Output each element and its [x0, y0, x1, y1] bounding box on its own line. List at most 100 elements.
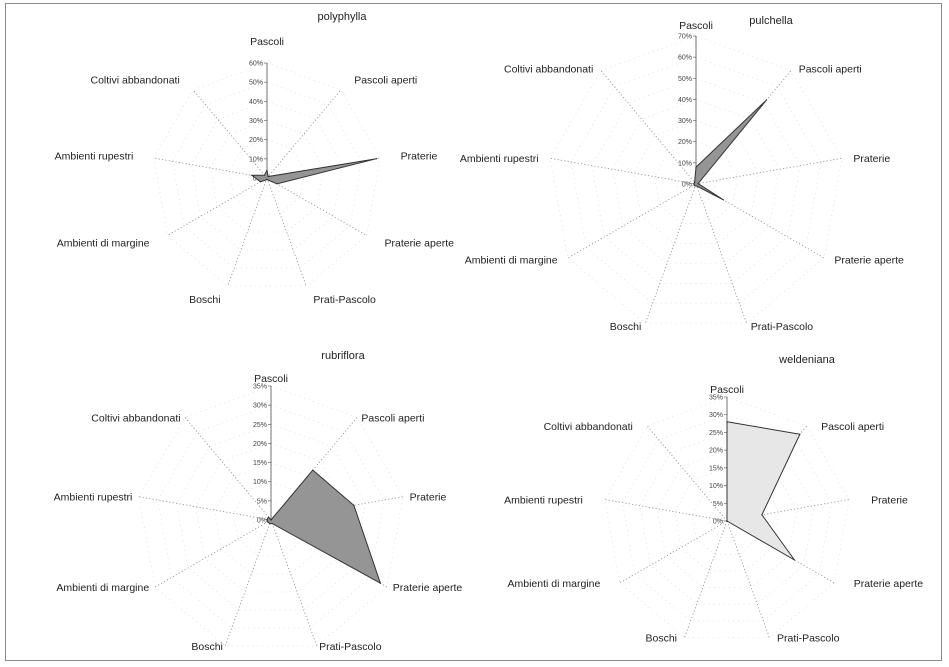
- category-label-boschi: Boschi: [191, 641, 223, 653]
- axis-spoke: [138, 496, 272, 521]
- category-label-coltivi-abbandonati: Coltivi abbandonati: [504, 63, 593, 75]
- category-label-praterie: Praterie: [401, 151, 438, 163]
- tick-label: 5%: [713, 501, 723, 508]
- data-point-coltivi-abbandonati: [267, 516, 270, 518]
- axis-spoke: [266, 177, 367, 236]
- axis-spoke: [266, 89, 342, 179]
- series-area: [693, 99, 768, 201]
- figure-frame: polyphylla 0% 10% 20% 30% 40% 50% 60% Pascoli Pas…: [5, 3, 942, 661]
- grid-ring: [639, 432, 815, 605]
- grid-ring: [191, 100, 343, 251]
- category-label-pascoli: Pascoli: [254, 373, 288, 385]
- tick-label: 15%: [253, 460, 267, 467]
- axis-spoke: [192, 89, 268, 179]
- category-label-ambienti-di-margine: Ambienti di margine: [465, 255, 558, 267]
- tick-label: 35%: [709, 395, 723, 402]
- category-label-pascoli-aperti: Pascoli aperti: [799, 63, 862, 75]
- data-point-ambienti-di-margine: [259, 181, 261, 183]
- series-area: [250, 158, 377, 185]
- category-label-ambienti-rupestri: Ambienti rupestri: [504, 495, 583, 507]
- axis-spoke: [154, 519, 272, 588]
- grid-ring: [591, 77, 801, 284]
- data-point-pascoli: [726, 421, 728, 423]
- category-label-prati-pascolo: Prati-Pascolo: [751, 321, 814, 333]
- tick-label: 20%: [249, 137, 263, 144]
- tick-label: 30%: [678, 118, 692, 125]
- category-label-ambienti-di-margine: Ambienti di margine: [56, 582, 149, 594]
- axis-spoke: [567, 183, 697, 259]
- axis-spoke: [695, 157, 842, 185]
- axis-spoke: [695, 183, 747, 324]
- category-label-praterie-aperte: Praterie aperte: [385, 237, 455, 249]
- tick-label: 50%: [678, 76, 692, 83]
- category-label-pascoli: Pascoli: [710, 384, 744, 396]
- tick-label: 30%: [249, 118, 263, 125]
- category-label-pascoli: Pascoli: [250, 36, 284, 48]
- radar-figure: polyphylla 0% 10% 20% 30% 40% 50% 60% Pascoli Pas…: [54, 11, 924, 653]
- category-label-praterie-aperte: Praterie aperte: [834, 255, 904, 267]
- category-label-pascoli-aperti: Pascoli aperti: [354, 74, 417, 86]
- category-label-pascoli-aperti: Pascoli aperti: [361, 412, 424, 424]
- category-label-ambienti-rupestri: Ambienti rupestri: [54, 492, 133, 504]
- tick-label: 0%: [713, 519, 723, 526]
- tick-label: 0%: [257, 518, 267, 525]
- tick-label: 40%: [678, 97, 692, 104]
- category-label-ambienti-rupestri: Ambienti rupestri: [55, 151, 134, 163]
- data-point-praterie-aperte: [276, 183, 278, 185]
- grid-ring: [195, 443, 347, 593]
- data-point-praterie: [353, 504, 355, 506]
- chart-title: rubriflora: [321, 350, 365, 362]
- series-area: [266, 469, 382, 585]
- chart-title: pulchella: [749, 15, 793, 27]
- axis-spoke: [167, 177, 268, 236]
- category-label-boschi: Boschi: [610, 321, 642, 333]
- tick-label: 10%: [249, 156, 263, 163]
- axis-spoke: [224, 519, 272, 647]
- data-point-boschi: [269, 523, 271, 525]
- grid-ring: [153, 62, 381, 287]
- grid-ring: [612, 99, 780, 264]
- tick-label: 20%: [253, 441, 267, 448]
- category-label-prati-pascolo: Prati-Pascolo: [319, 641, 382, 653]
- tick-label: 30%: [709, 412, 723, 419]
- data-point-coltivi-abbandonati: [263, 174, 266, 176]
- data-point-pascoli: [266, 169, 268, 171]
- axis-spoke: [726, 520, 770, 638]
- category-label-pascoli-aperti: Pascoli aperti: [821, 421, 884, 433]
- category-label-boschi: Boschi: [189, 294, 221, 306]
- tick-label: 25%: [709, 430, 723, 437]
- data-point-praterie: [697, 183, 699, 185]
- series-area: [726, 421, 801, 561]
- axis-spoke: [646, 425, 728, 522]
- axis-spoke: [266, 177, 307, 287]
- data-point-boschi: [265, 179, 267, 181]
- radar-chart-weldeniana: weldeniana 0% 5% 10% 15% 20% 25% 30% 35%Pascoli P…: [504, 354, 923, 645]
- axis-spoke: [550, 157, 697, 185]
- data-point-ambienti-rupestri: [266, 518, 268, 520]
- data-point-pascoli-aperti: [312, 469, 314, 471]
- grid-ring: [633, 120, 759, 244]
- data-point-ambienti-rupestri: [693, 183, 695, 185]
- axis-spoke: [619, 520, 728, 584]
- radar-chart-pulchella: pulchella 0% 10% 20% 30% 40% 50% 60% 70% Pascoli P…: [460, 15, 904, 333]
- grid-ring: [709, 502, 745, 538]
- category-label-prati-pascolo: Prati-Pascolo: [313, 294, 376, 306]
- tick-label: 40%: [249, 99, 263, 106]
- data-point-pascoli-aperti: [766, 99, 768, 101]
- tick-label: 50%: [249, 80, 263, 87]
- axis-spoke: [645, 183, 697, 324]
- category-label-praterie: Praterie: [410, 492, 447, 504]
- category-label-ambienti-rupestri: Ambienti rupestri: [460, 153, 539, 165]
- data-point-boschi: [694, 185, 696, 187]
- chart-title: polyphylla: [318, 11, 368, 23]
- tick-label: 10%: [253, 479, 267, 486]
- axis-spoke: [227, 177, 268, 287]
- tick-label: 10%: [678, 160, 692, 167]
- grid-ring: [674, 162, 718, 205]
- data-point-pascoli-aperti: [267, 175, 269, 178]
- data-point-ambienti-di-margine: [267, 521, 269, 523]
- tick-label: 10%: [709, 483, 723, 490]
- category-label-praterie: Praterie: [871, 495, 908, 507]
- tick-label: 0%: [682, 182, 692, 189]
- category-label-prati-pascolo: Prati-Pascolo: [777, 633, 840, 645]
